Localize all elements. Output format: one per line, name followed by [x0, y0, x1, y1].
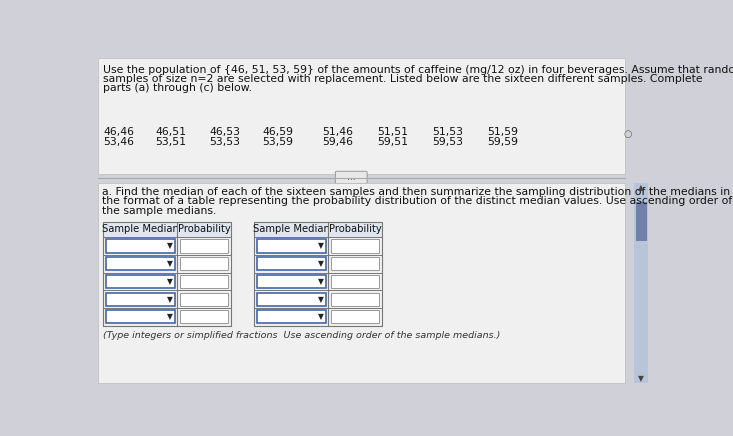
Bar — [254, 222, 382, 237]
Text: ▼: ▼ — [318, 259, 324, 268]
Text: 59,51: 59,51 — [377, 137, 408, 147]
Text: ▼: ▼ — [167, 242, 173, 250]
Text: Sample Median: Sample Median — [102, 225, 179, 235]
Bar — [257, 239, 325, 252]
Bar — [106, 310, 174, 324]
Text: 53,46: 53,46 — [103, 137, 134, 147]
Bar — [180, 239, 228, 252]
Bar — [103, 222, 231, 237]
Text: 51,53: 51,53 — [432, 127, 464, 137]
Bar — [331, 239, 379, 252]
Text: 51,46: 51,46 — [323, 127, 353, 137]
Bar — [180, 257, 228, 270]
Bar — [106, 257, 174, 270]
Text: ▼: ▼ — [167, 277, 173, 286]
Bar — [634, 183, 648, 383]
Text: ▼: ▼ — [167, 295, 173, 303]
Bar — [257, 293, 325, 306]
Text: Use the population of {46, 51, 53, 59} of the amounts of caffeine (mg/12 oz) in : Use the population of {46, 51, 53, 59} o… — [103, 65, 733, 75]
Text: samples of size n=2 are selected with replacement. Listed below are the sixteen : samples of size n=2 are selected with re… — [103, 74, 703, 84]
Text: the format of a table representing the probability distribution of the distinct : the format of a table representing the p… — [102, 196, 732, 206]
Text: 46,46: 46,46 — [103, 127, 134, 137]
Text: 59,53: 59,53 — [432, 137, 464, 147]
Bar — [97, 58, 625, 174]
Text: ▼: ▼ — [318, 277, 324, 286]
Text: parts (a) through (c) below.: parts (a) through (c) below. — [103, 83, 252, 93]
Text: ▼: ▼ — [318, 312, 324, 321]
Text: ▼: ▼ — [167, 259, 173, 268]
Bar — [180, 293, 228, 306]
Bar — [331, 257, 379, 270]
Text: Probability: Probability — [328, 225, 381, 235]
Text: 46,59: 46,59 — [262, 127, 293, 137]
Text: 59,46: 59,46 — [323, 137, 353, 147]
Text: 53,59: 53,59 — [262, 137, 293, 147]
Bar — [257, 275, 325, 288]
Text: 59,59: 59,59 — [487, 137, 518, 147]
Text: 51,51: 51,51 — [377, 127, 408, 137]
Text: ▼: ▼ — [318, 295, 324, 303]
Text: 53,51: 53,51 — [155, 137, 186, 147]
Text: ○: ○ — [624, 129, 632, 140]
Bar — [103, 222, 231, 326]
Bar — [106, 239, 174, 252]
Text: ...: ... — [347, 173, 356, 182]
Text: Sample Median: Sample Median — [253, 225, 330, 235]
Bar — [106, 275, 174, 288]
Bar — [331, 310, 379, 324]
Text: 46,53: 46,53 — [210, 127, 240, 137]
Text: 51,59: 51,59 — [487, 127, 518, 137]
Bar — [180, 310, 228, 324]
Text: 46,51: 46,51 — [155, 127, 186, 137]
Text: ▼: ▼ — [167, 312, 173, 321]
Bar — [106, 293, 174, 306]
Bar — [257, 310, 325, 324]
Text: (Type integers or simplified fractions  Use ascending order of the sample median: (Type integers or simplified fractions U… — [103, 331, 501, 340]
Bar — [331, 293, 379, 306]
Bar — [180, 275, 228, 288]
Bar — [254, 222, 382, 326]
Text: Probability: Probability — [177, 225, 230, 235]
Text: a. Find the median of each of the sixteen samples and then summarize the samplin: a. Find the median of each of the sixtee… — [102, 187, 730, 197]
Text: ▼: ▼ — [638, 374, 644, 383]
Bar — [636, 202, 647, 241]
Bar — [97, 183, 625, 383]
Text: ▼: ▼ — [318, 242, 324, 250]
Text: ▲: ▲ — [638, 184, 644, 192]
Text: the sample medians.: the sample medians. — [102, 205, 216, 215]
Text: 53,53: 53,53 — [210, 137, 240, 147]
FancyBboxPatch shape — [336, 171, 367, 184]
Bar — [257, 257, 325, 270]
Bar — [331, 275, 379, 288]
